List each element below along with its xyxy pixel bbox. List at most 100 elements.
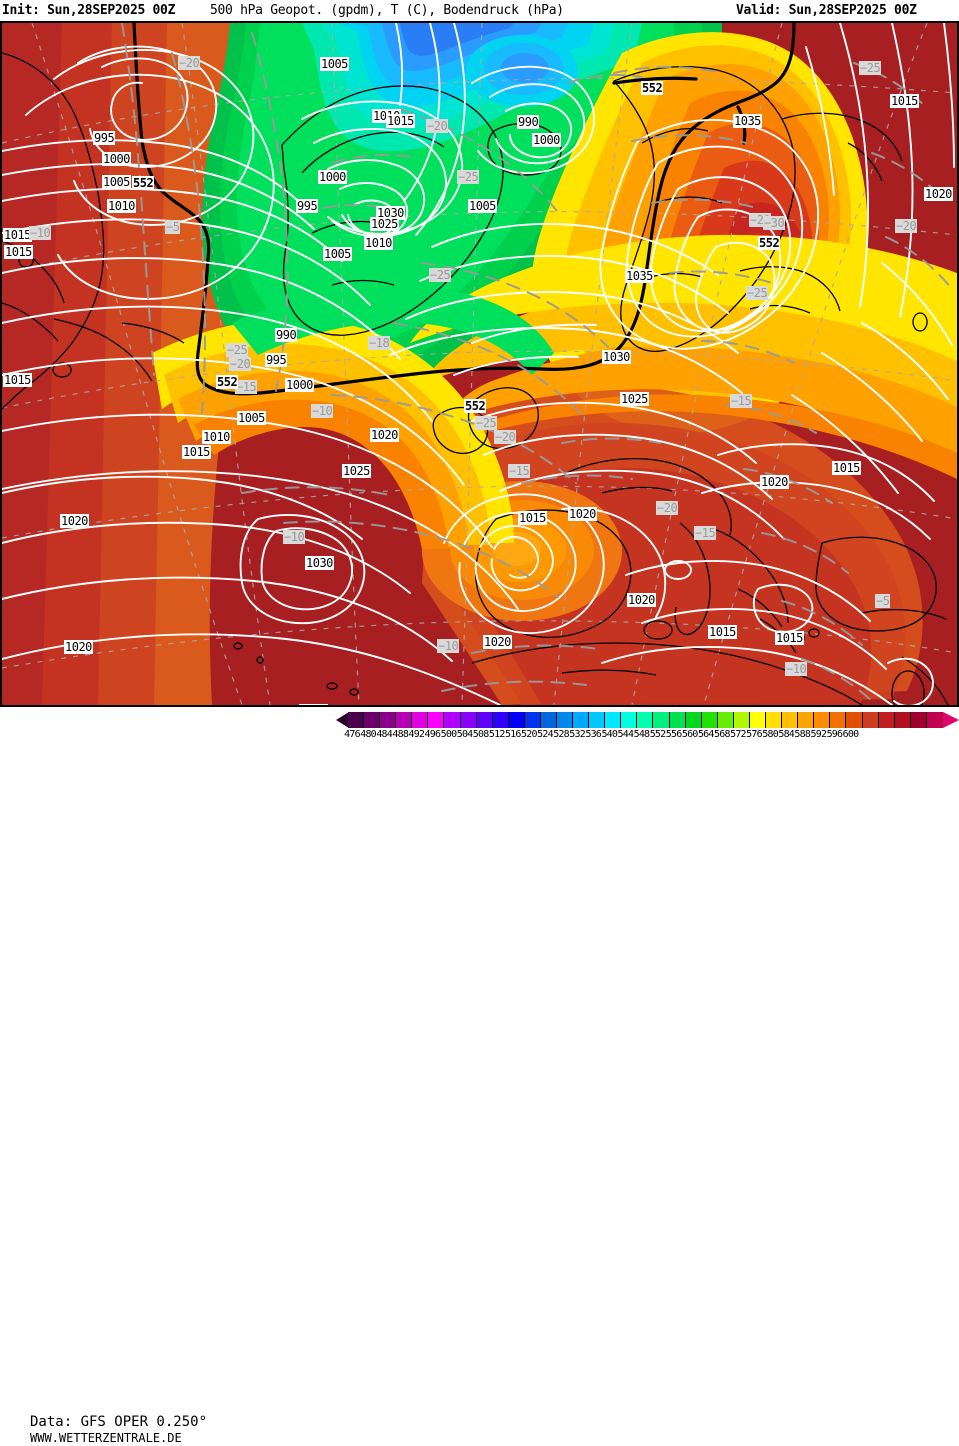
temperature-contour-label: −20 — [895, 219, 918, 233]
colorbar-tick: 528 — [553, 729, 569, 740]
temperature-contour-label: −20 — [178, 56, 201, 70]
mslp-contour-label: 1020 — [760, 475, 789, 489]
colorbar-cell — [910, 712, 927, 728]
mslp-contour-label: 1000 — [285, 378, 314, 392]
header-init-time: Init: Sun,28SEP2025 00Z — [2, 3, 176, 18]
colorbar-cell — [380, 712, 397, 728]
mslp-contour-label: 1005 — [102, 175, 131, 189]
colorbar-cell — [412, 712, 429, 728]
temperature-contour-label: −25 — [226, 343, 249, 357]
colorbar-tick: 480 — [360, 729, 376, 740]
geopotential-contour-label: 552 — [641, 81, 664, 95]
colorbar-cell — [749, 712, 767, 728]
colorbar-cell — [621, 712, 638, 728]
colorbar-strip — [348, 712, 943, 728]
mslp-contour-label: 1035 — [625, 269, 654, 283]
temperature-contour-label: −10 — [29, 226, 52, 240]
colorbar-tick: 592 — [810, 729, 827, 740]
mslp-contour-label: 1015 — [3, 228, 32, 242]
mslp-contour-label: 1020 — [568, 507, 597, 521]
colorbar-tick: 584 — [778, 729, 795, 740]
mslp-contour-label: 1005 — [237, 411, 266, 425]
colorbar: 476 480 484 488 492 496 500 504 508 512 516 520 524 5… — [336, 712, 959, 741]
mslp-contour-label: 1025 — [620, 392, 649, 406]
colorbar-tick: 600 — [842, 729, 859, 740]
colorbar-cell — [766, 712, 783, 728]
colorbar-tick: 596 — [826, 729, 843, 740]
colorbar-tick: 576 — [746, 729, 762, 740]
colorbar-tick: 568 — [714, 729, 730, 740]
colorbar-cell — [524, 712, 541, 728]
colorbar-cell — [669, 712, 686, 728]
temperature-contour-label: −10 — [311, 404, 334, 418]
header-field-list: 500 hPa Geopot. (gpdm), T (C), Bodendruc… — [210, 3, 564, 18]
colorbar-cell — [637, 712, 654, 728]
colorbar-cell — [444, 712, 461, 728]
mslp-contour-label: 1010 — [364, 236, 393, 250]
mslp-contour-label: 995 — [296, 199, 319, 213]
colorbar-tick: 580 — [762, 729, 778, 740]
colorbar-tick: 540 — [601, 729, 618, 740]
colorbar-tick: 548 — [633, 729, 650, 740]
colorbar-cell — [476, 712, 493, 728]
mslp-contour-label: 1010 — [202, 430, 231, 444]
chart-header: Init: Sun,28SEP2025 00Z 500 hPa Geopot. … — [0, 0, 959, 21]
colorbar-tick: 552 — [649, 729, 666, 740]
footer-website: WWW.WETTERZENTRALE.DE — [30, 1431, 182, 1445]
mslp-contour-label: 1015 — [708, 625, 737, 639]
mslp-contour-label: 1005 — [468, 199, 497, 213]
temperature-contour-label: −30 — [763, 216, 786, 230]
colorbar-tick: 564 — [697, 729, 714, 740]
mslp-contour-label: 1000 — [318, 170, 347, 184]
mslp-contour-label: 990 — [517, 115, 540, 129]
mslp-contour-label: 1025 — [299, 704, 328, 705]
mslp-contour-label: 1020 — [483, 635, 512, 649]
colorbar-tick: 536 — [585, 729, 602, 740]
geopotential-contour-label: 552 — [132, 176, 155, 190]
map-canvas — [2, 23, 957, 705]
temperature-contour-label: −10 — [437, 639, 460, 653]
temperature-contour-label: −5 — [875, 594, 891, 608]
temperature-contour-label: −10 — [785, 662, 808, 676]
mslp-contour-label: 1005 — [323, 247, 352, 261]
mslp-contour-label: 1015 — [4, 245, 33, 259]
colorbar-tick: 504 — [456, 729, 473, 740]
colorbar-high-arrow — [943, 712, 959, 728]
mslp-contour-label: 1015 — [890, 94, 919, 108]
mslp-contour-label: 1015 — [832, 461, 861, 475]
temperature-contour-label: −15 — [730, 394, 753, 408]
mslp-contour-label: 990 — [275, 328, 298, 342]
colorbar-cell — [733, 712, 750, 728]
colorbar-tick: 508 — [472, 729, 489, 740]
temperature-contour-label: −15 — [235, 380, 258, 394]
mslp-contour-label: 1030 — [602, 350, 631, 364]
mslp-contour-label: 1020 — [370, 428, 399, 442]
colorbar-tick: 484 — [376, 729, 392, 740]
colorbar-cell — [814, 712, 831, 728]
colorbar-tick: 556 — [665, 729, 682, 740]
mslp-contour-label: 1030 — [376, 206, 405, 220]
mslp-contour-label: 995 — [265, 353, 288, 367]
colorbar-tick: 544 — [617, 729, 634, 740]
colorbar-tick: 532 — [569, 729, 585, 740]
mslp-contour-label: 1000 — [102, 152, 131, 166]
colorbar-cell — [428, 712, 445, 728]
colorbar-cell — [830, 712, 847, 728]
mslp-contour-label: 1015 — [386, 114, 415, 128]
colorbar-tick: 520 — [521, 729, 537, 740]
mslp-contour-label: 1020 — [627, 593, 656, 607]
colorbar-cell — [926, 712, 943, 728]
mslp-contour-label: 1015 — [775, 631, 804, 645]
temperature-contour-label: −18 — [368, 336, 391, 350]
mslp-contour-label: 1020 — [60, 514, 89, 528]
colorbar-cell — [460, 712, 477, 728]
weather-map[interactable]: 995 1000 1005 1010 1015 1005 1010 1015 1000 995 10… — [0, 21, 959, 707]
mslp-contour-label: 1025 — [370, 217, 399, 231]
colorbar-tick: 516 — [504, 729, 521, 740]
header-valid-time: Valid: Sun,28SEP2025 00Z — [736, 3, 917, 18]
temperature-contour-label: −25 — [746, 286, 769, 300]
colorbar-cell — [717, 712, 734, 728]
colorbar-tick: 512 — [488, 729, 505, 740]
colorbar-cell — [685, 712, 702, 728]
colorbar-cell — [878, 712, 895, 728]
